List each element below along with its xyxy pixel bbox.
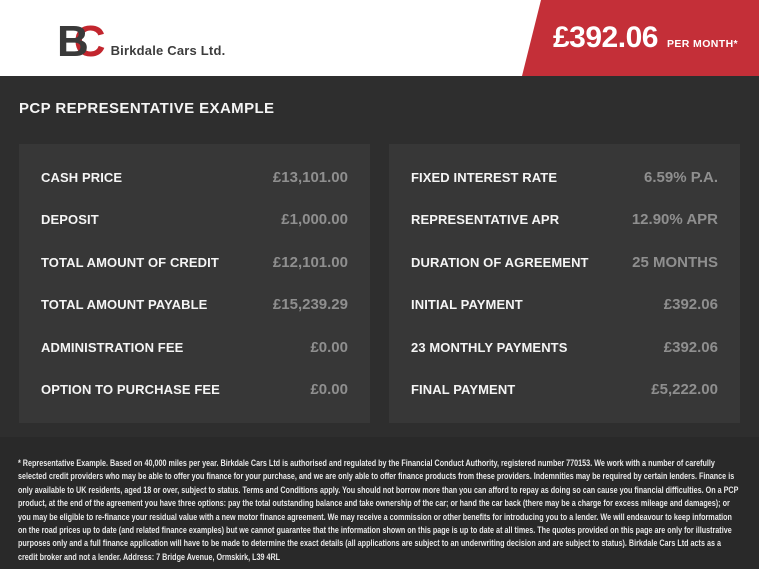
footer: * Representative Example. Based on 40,00… <box>0 437 759 569</box>
page-title: PCP REPRESENTATIVE EXAMPLE <box>19 100 275 117</box>
finance-row-representative-apr: REPRESENTATIVE APR 12.90% APR <box>411 199 718 242</box>
finance-panel-left: CASH PRICE £13,101.00 DEPOSIT £1,000.00 … <box>19 144 370 423</box>
row-value: £15,239.29 <box>272 296 348 314</box>
finance-panels: CASH PRICE £13,101.00 DEPOSIT £1,000.00 … <box>19 144 740 423</box>
finance-row-duration: DURATION OF AGREEMENT 25 MONTHS <box>411 241 718 284</box>
finance-row-cash-price: CASH PRICE £13,101.00 <box>41 156 348 199</box>
row-label: FIXED INTEREST RATE <box>411 169 558 185</box>
row-label: TOTAL AMOUNT PAYABLE <box>41 297 208 313</box>
row-value: £0.00 <box>310 338 348 356</box>
finance-row-total-payable: TOTAL AMOUNT PAYABLE £15,239.29 <box>41 284 348 327</box>
row-label: CASH PRICE <box>41 169 123 185</box>
monthly-price-banner: £392.06 PER MONTH* <box>522 0 759 76</box>
row-label: TOTAL AMOUNT OF CREDIT <box>41 254 219 270</box>
row-value: £13,101.00 <box>272 168 348 186</box>
disclaimer-text: * Representative Example. Based on 40,00… <box>18 458 739 562</box>
header: B C Birkdale Cars Ltd. £392.06 PER MONTH… <box>0 0 759 76</box>
row-value: £12,101.00 <box>272 253 348 271</box>
row-value: 12.90% APR <box>631 211 718 229</box>
row-value: £392.06 <box>663 338 718 356</box>
monthly-price: £392.06 <box>553 21 658 54</box>
finance-row-fixed-interest-rate: FIXED INTEREST RATE 6.59% P.A. <box>411 156 718 199</box>
finance-row-monthly-payments: 23 MONTHLY PAYMENTS £392.06 <box>411 326 718 369</box>
finance-row-option-to-purchase-fee: OPTION TO PURCHASE FEE £0.00 <box>41 369 348 412</box>
brand-logo-letter-c: C <box>73 16 106 66</box>
row-value: £5,222.00 <box>651 381 718 399</box>
row-label: DURATION OF AGREEMENT <box>411 254 589 270</box>
row-label: INITIAL PAYMENT <box>411 297 523 313</box>
finance-row-admin-fee: ADMINISTRATION FEE £0.00 <box>41 326 348 369</box>
brand-name: Birkdale Cars Ltd. <box>110 43 226 58</box>
row-value: £392.06 <box>663 296 718 314</box>
row-label: REPRESENTATIVE APR <box>411 212 560 228</box>
row-label: FINAL PAYMENT <box>411 382 516 398</box>
monthly-price-suffix: PER MONTH* <box>666 38 739 50</box>
finance-row-final-payment: FINAL PAYMENT £5,222.00 <box>411 369 718 412</box>
row-value: £0.00 <box>310 381 348 399</box>
brand-logo-letter-b: B <box>57 16 89 66</box>
row-label: OPTION TO PURCHASE FEE <box>41 382 220 398</box>
finance-row-deposit: DEPOSIT £1,000.00 <box>41 199 348 242</box>
row-value: 6.59% P.A. <box>644 168 718 186</box>
row-label: DEPOSIT <box>41 212 99 228</box>
row-label: 23 MONTHLY PAYMENTS <box>411 339 568 355</box>
brand-logo: B C Birkdale Cars Ltd. <box>57 16 226 66</box>
row-value: 25 MONTHS <box>632 253 718 271</box>
finance-row-total-credit: TOTAL AMOUNT OF CREDIT £12,101.00 <box>41 241 348 284</box>
finance-panel-right: FIXED INTEREST RATE 6.59% P.A. REPRESENT… <box>389 144 740 423</box>
row-label: ADMINISTRATION FEE <box>41 339 184 355</box>
main-content: PCP REPRESENTATIVE EXAMPLE CASH PRICE £1… <box>0 76 759 437</box>
row-value: £1,000.00 <box>281 211 348 229</box>
finance-row-initial-payment: INITIAL PAYMENT £392.06 <box>411 284 718 327</box>
